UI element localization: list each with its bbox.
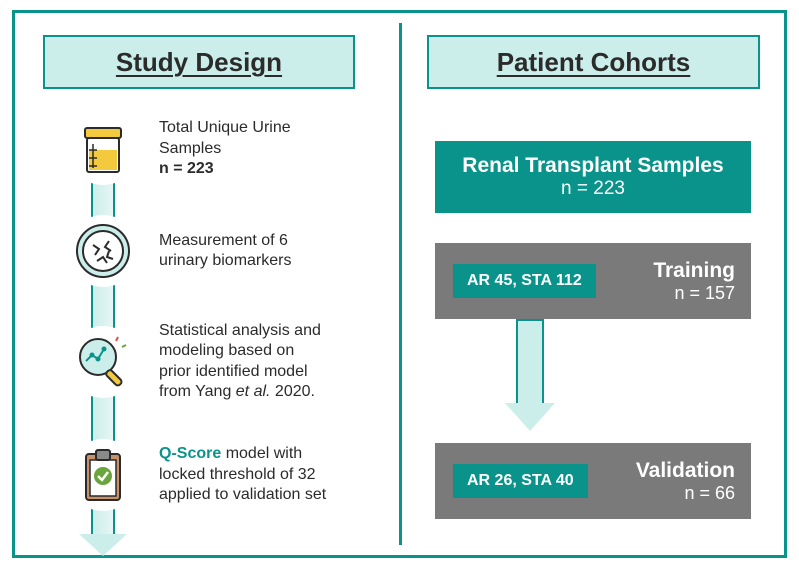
step-qscore: Q-Score model with locked threshold of 3… — [43, 439, 383, 511]
rts-n: n = 223 — [561, 178, 625, 200]
diagram-frame: Study Design Patient Cohorts Total — [12, 10, 787, 558]
analysis-icon — [67, 326, 139, 398]
step-samples: Total Unique Urine Samples n = 223 — [43, 113, 383, 185]
petri-dish-icon — [67, 215, 139, 287]
step-biomarkers-text: Measurement of 6 urinary biomarkers — [159, 231, 359, 272]
panel-divider — [399, 23, 402, 545]
validation-cohort-box: AR 26, STA 40 Validation n = 66 — [435, 443, 751, 519]
validation-label-block: Validation n = 66 — [636, 459, 735, 504]
flow-arrow-head — [79, 534, 127, 556]
clipboard-check-icon — [67, 439, 139, 511]
step-analysis-text: Statistical analysis and modeling based … — [159, 321, 359, 403]
step-qscore-text: Q-Score model with locked threshold of 3… — [159, 444, 359, 505]
patient-cohorts-header: Patient Cohorts — [427, 35, 760, 89]
study-design-header: Study Design — [43, 35, 355, 89]
rts-title: Renal Transplant Samples — [462, 154, 723, 178]
step-analysis: Statistical analysis and modeling based … — [43, 321, 383, 403]
validation-chip: AR 26, STA 40 — [453, 464, 588, 498]
validation-label: Validation — [636, 459, 735, 483]
study-design-title: Study Design — [116, 47, 282, 78]
training-chip: AR 45, STA 112 — [453, 264, 596, 298]
cohort-arrow — [505, 319, 555, 431]
patient-cohorts-title: Patient Cohorts — [497, 47, 691, 78]
urine-cup-icon — [67, 113, 139, 185]
step-biomarkers: Measurement of 6 urinary biomarkers — [43, 215, 383, 287]
training-n: n = 157 — [653, 283, 735, 304]
cohort-arrow-head — [505, 403, 555, 431]
step-samples-text: Total Unique Urine Samples n = 223 — [159, 118, 359, 179]
training-label-block: Training n = 157 — [653, 259, 735, 304]
training-cohort-box: AR 45, STA 112 Training n = 157 — [435, 243, 751, 319]
training-label: Training — [653, 259, 735, 283]
cohort-arrow-shaft — [516, 319, 544, 403]
renal-transplant-box: Renal Transplant Samples n = 223 — [435, 141, 751, 213]
validation-n: n = 66 — [636, 483, 735, 504]
